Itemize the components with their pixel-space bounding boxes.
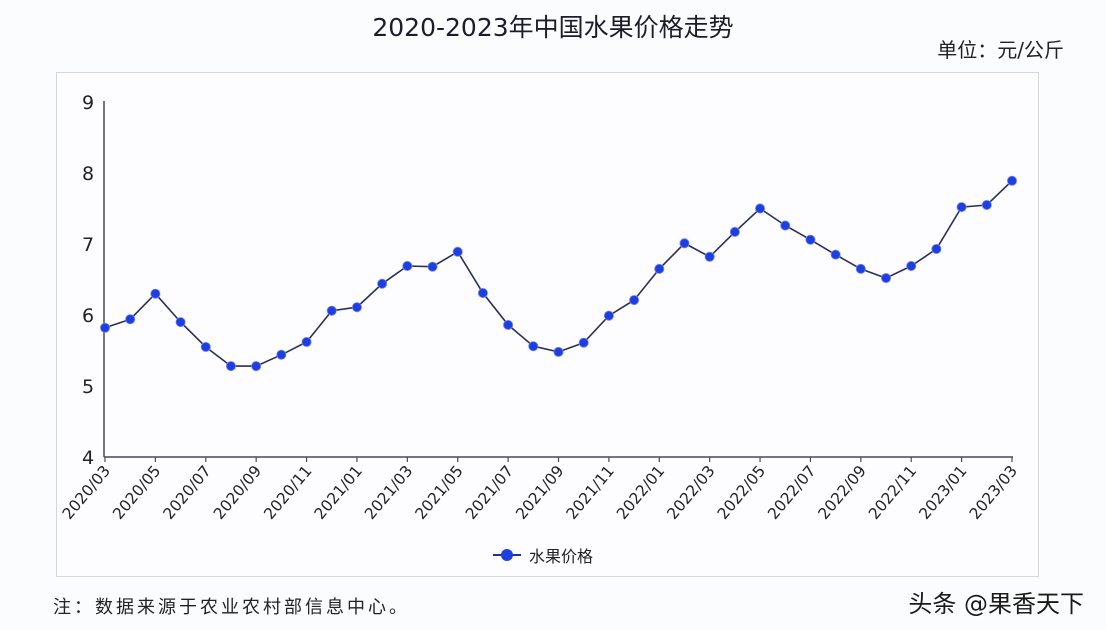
chart-area — [56, 72, 1039, 577]
data-point-marker-icon — [553, 346, 564, 357]
data-point-marker-icon — [629, 295, 640, 306]
data-point-marker-icon — [931, 243, 942, 254]
data-point-marker-icon — [830, 249, 841, 260]
data-point-marker-icon — [881, 273, 892, 284]
x-tick-label: 2021/07 — [462, 462, 517, 523]
data-point-marker-icon — [729, 226, 740, 237]
data-point-marker-icon — [200, 341, 211, 352]
data-point-marker-icon — [225, 361, 236, 372]
x-tick-label: 2020/03 — [59, 462, 114, 523]
data-point-marker-icon — [402, 261, 413, 272]
y-tick-label: 9 — [82, 92, 94, 114]
data-point-marker-icon — [301, 336, 312, 347]
data-point-marker-icon — [805, 234, 816, 245]
legend-line-marker-icon — [493, 549, 521, 561]
data-point-marker-icon — [578, 337, 589, 348]
legend: 水果价格 — [493, 543, 593, 567]
data-point-marker-icon — [427, 261, 438, 272]
data-point-marker-icon — [780, 220, 791, 231]
data-point-marker-icon — [528, 341, 539, 352]
watermark: 头条 @果香天下 — [908, 590, 1084, 618]
data-point-marker-icon — [477, 287, 488, 298]
data-point-marker-icon — [377, 278, 388, 289]
x-tick-label: 2022/09 — [815, 462, 870, 523]
data-point-marker-icon — [175, 317, 186, 328]
y-tick-label: 4 — [82, 447, 94, 469]
data-point-marker-icon — [855, 263, 866, 274]
x-tick-label: 2023/01 — [915, 462, 970, 523]
x-tick-label: 2021/03 — [361, 462, 416, 523]
x-tick-label: 2020/09 — [210, 462, 265, 523]
data-point-marker-icon — [351, 302, 362, 313]
data-point-marker-icon — [326, 305, 337, 316]
y-tick-label: 6 — [82, 305, 94, 327]
x-tick-label: 2022/03 — [664, 462, 719, 523]
data-point-marker-icon — [100, 322, 111, 333]
y-tick-label: 5 — [82, 376, 94, 398]
x-tick-label: 2020/11 — [260, 462, 315, 523]
data-point-marker-icon — [503, 319, 514, 330]
source-footnote: 注：数据来源于农业农村部信息中心。 — [53, 597, 410, 618]
x-tick-label: 2022/11 — [865, 462, 920, 523]
x-tick-label: 2023/03 — [966, 462, 1021, 523]
y-tick-label: 7 — [82, 234, 94, 256]
series-line — [104, 180, 1013, 367]
data-point-marker-icon — [150, 288, 161, 299]
data-point-marker-icon — [704, 251, 715, 262]
x-tick-label: 2021/09 — [512, 462, 567, 523]
x-tick-label: 2020/07 — [160, 462, 215, 523]
data-point-marker-icon — [981, 199, 992, 210]
data-point-marker-icon — [251, 361, 262, 372]
y-tick-label: 8 — [82, 163, 94, 185]
x-tick-label: 2022/05 — [714, 462, 769, 523]
data-point-marker-icon — [276, 349, 287, 360]
x-tick-label: 2021/05 — [412, 462, 467, 523]
chart-title: 2020-2023年中国水果价格走势 — [372, 13, 734, 42]
data-point-marker-icon — [654, 263, 665, 274]
data-point-marker-icon — [755, 203, 766, 214]
x-tick-label: 2021/11 — [563, 462, 618, 523]
data-point-marker-icon — [956, 202, 967, 213]
data-point-marker-icon — [679, 238, 690, 249]
x-tick-label: 2022/07 — [764, 462, 819, 523]
legend-label: 水果价格 — [529, 547, 594, 566]
x-tick-label: 2020/05 — [109, 462, 164, 523]
x-tick-label: 2021/01 — [311, 462, 366, 523]
data-point-marker-icon — [125, 314, 136, 325]
x-tick-label: 2022/01 — [613, 462, 668, 523]
unit-label: 单位：元/公斤 — [937, 38, 1064, 62]
data-point-marker-icon — [906, 261, 917, 272]
data-point-marker-icon — [452, 246, 463, 257]
data-point-marker-icon — [603, 310, 614, 321]
data-point-marker-icon — [1007, 175, 1018, 186]
